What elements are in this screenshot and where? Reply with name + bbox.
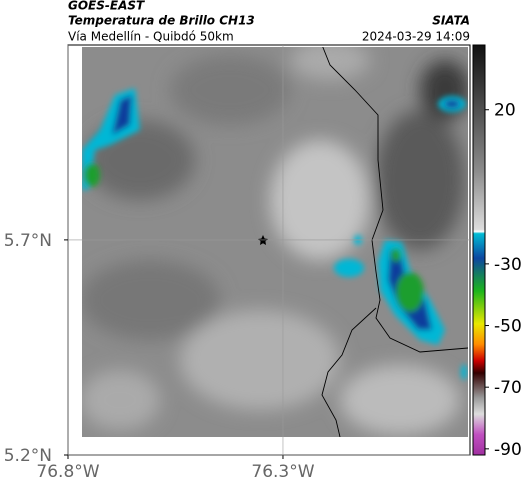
colorbar-tick-label: -90	[494, 440, 522, 460]
satellite-image	[82, 47, 468, 437]
colorbar-tick-label: -50	[494, 317, 522, 337]
route: Vía Medellín - Quibdó 50km	[68, 30, 234, 44]
source: SIATA	[432, 14, 470, 28]
y-tick-label: 5.2°N	[4, 446, 52, 466]
colorbar	[472, 44, 486, 456]
y-tick-label: 5.7°N	[4, 231, 52, 251]
subtitle: Temperatura de Brillo CH13	[68, 14, 255, 28]
title: GOES-EAST	[68, 0, 145, 13]
timestamp: 2024-03-29 14:09	[362, 30, 470, 44]
x-tick-label: 76.3°W	[251, 462, 314, 482]
colorbar-tick-label: 20	[494, 101, 516, 121]
x-tick-label: 76.8°W	[36, 462, 99, 482]
colorbar-tick-label: -70	[494, 378, 522, 398]
colorbar-tick-label: -30	[494, 255, 522, 275]
